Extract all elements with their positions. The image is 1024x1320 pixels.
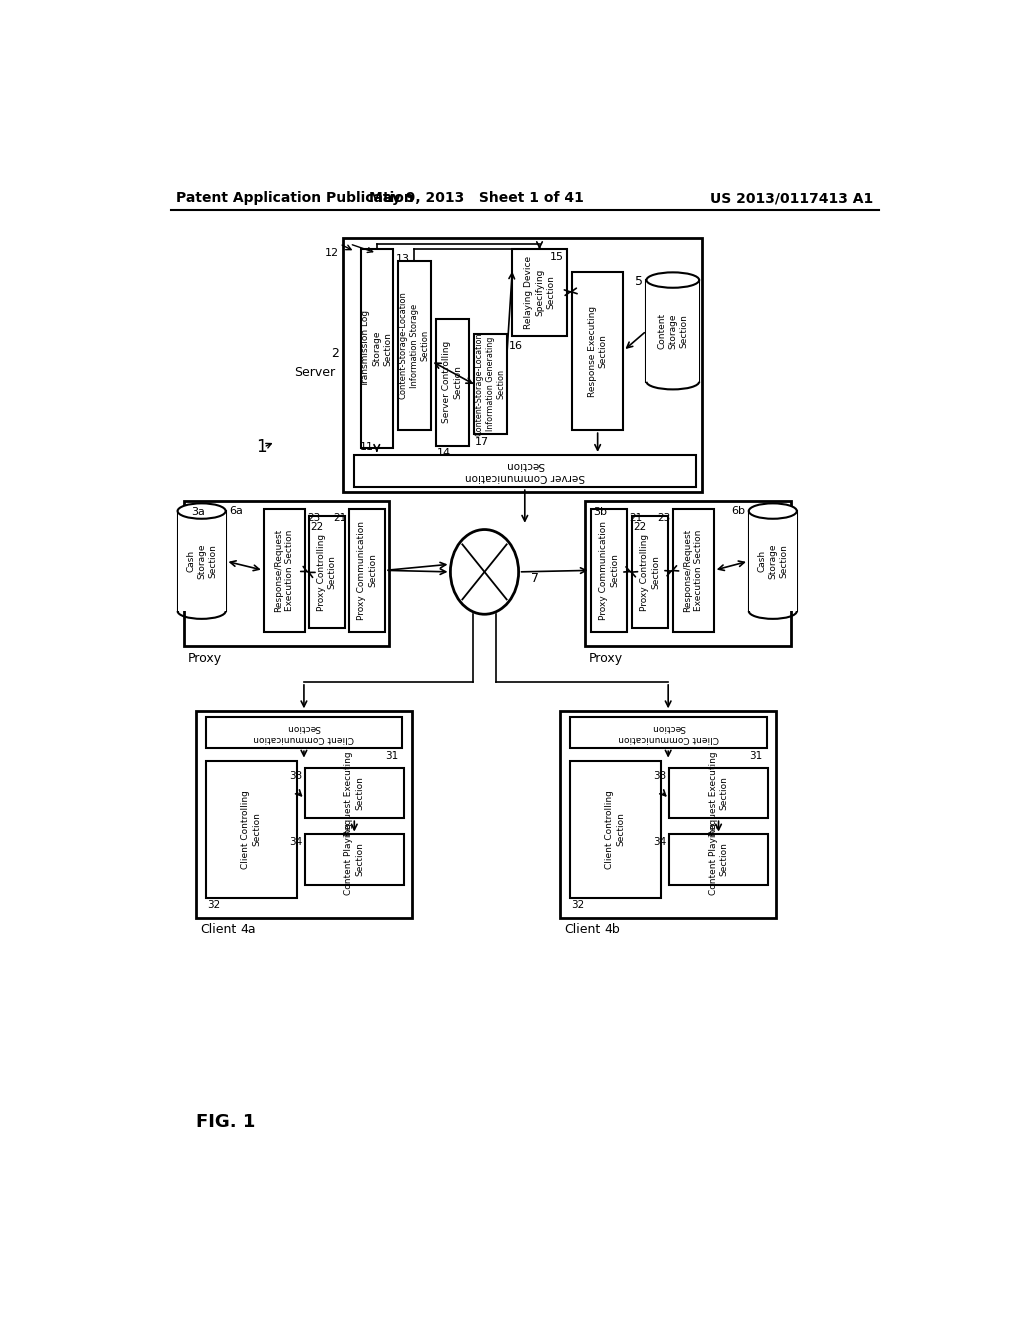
Text: Server Controlling
Section: Server Controlling Section xyxy=(442,341,463,424)
Text: 7: 7 xyxy=(531,572,539,585)
Text: Response Executing
Section: Response Executing Section xyxy=(588,306,607,397)
Bar xyxy=(569,760,662,898)
Text: Response/Request
Execution Section: Response/Request Execution Section xyxy=(274,529,294,612)
Ellipse shape xyxy=(646,272,699,288)
Text: Patent Application Publication: Patent Application Publication xyxy=(176,191,414,206)
Bar xyxy=(435,318,469,446)
Text: Request Executing
Section: Request Executing Section xyxy=(344,751,365,836)
Bar xyxy=(586,502,791,645)
Text: 22: 22 xyxy=(310,523,324,532)
Bar xyxy=(669,768,768,818)
Text: 2: 2 xyxy=(331,347,339,360)
Bar xyxy=(749,511,797,611)
Ellipse shape xyxy=(749,503,797,519)
Text: Content-Storage-Location
Information Storage
Section: Content-Storage-Location Information Sto… xyxy=(398,292,430,400)
Text: 34: 34 xyxy=(653,837,667,847)
Text: 5: 5 xyxy=(635,275,643,288)
Text: 1: 1 xyxy=(256,438,266,457)
Text: 14: 14 xyxy=(437,449,452,458)
Bar xyxy=(349,508,385,632)
Text: 4a: 4a xyxy=(241,924,256,936)
Text: Proxy: Proxy xyxy=(187,652,222,665)
Text: May 9, 2013   Sheet 1 of 41: May 9, 2013 Sheet 1 of 41 xyxy=(370,191,584,206)
Text: 21: 21 xyxy=(333,513,346,523)
Text: 33: 33 xyxy=(289,771,302,781)
Text: Content Playing
Section: Content Playing Section xyxy=(709,824,729,895)
Bar xyxy=(305,834,403,884)
Text: 4b: 4b xyxy=(604,924,621,936)
Bar xyxy=(343,238,701,492)
Text: 21: 21 xyxy=(630,513,643,523)
Bar xyxy=(360,249,393,447)
Ellipse shape xyxy=(451,529,518,614)
Text: Content-Storage-Location
Information Generating
Section: Content-Storage-Location Information Gen… xyxy=(475,333,506,436)
Text: Client Communication
Section: Client Communication Section xyxy=(254,723,354,743)
Text: Cash
Storage
Section: Cash Storage Section xyxy=(186,544,217,579)
Text: 17: 17 xyxy=(475,437,489,446)
Bar xyxy=(206,760,297,898)
Text: Proxy: Proxy xyxy=(589,652,624,665)
Text: Content Playing
Section: Content Playing Section xyxy=(344,824,365,895)
Bar xyxy=(669,834,768,884)
Bar xyxy=(646,280,699,381)
Text: 31: 31 xyxy=(750,751,763,760)
Bar xyxy=(206,718,402,748)
Text: Client Controlling
Section: Client Controlling Section xyxy=(605,789,626,869)
Ellipse shape xyxy=(177,503,225,519)
Text: Proxy Controlling
Section: Proxy Controlling Section xyxy=(316,533,337,611)
Bar xyxy=(572,272,624,430)
Bar xyxy=(474,334,507,434)
Bar xyxy=(305,768,403,818)
Text: Proxy Communication
Section: Proxy Communication Section xyxy=(357,521,377,620)
Text: 34: 34 xyxy=(289,837,302,847)
Text: Server: Server xyxy=(295,366,336,379)
Text: 3b: 3b xyxy=(593,507,607,517)
Text: Relaying Device
Specifying
Section: Relaying Device Specifying Section xyxy=(524,256,555,329)
Bar xyxy=(560,711,776,917)
Bar xyxy=(397,261,431,430)
Bar xyxy=(177,511,225,611)
Text: 33: 33 xyxy=(653,771,667,781)
Text: 22: 22 xyxy=(633,523,646,532)
Bar xyxy=(673,508,714,632)
Text: 23: 23 xyxy=(657,513,671,523)
Bar xyxy=(353,455,696,487)
Text: 31: 31 xyxy=(385,751,398,760)
Text: 16: 16 xyxy=(509,341,522,351)
Bar xyxy=(591,508,627,632)
Text: Server Communication
Section: Server Communication Section xyxy=(465,459,585,482)
Bar xyxy=(263,508,305,632)
Bar xyxy=(632,516,669,628)
Text: Proxy Controlling
Section: Proxy Controlling Section xyxy=(640,533,660,611)
Text: Transmission Log
Storage
Section: Transmission Log Storage Section xyxy=(361,310,392,387)
Text: Response/Request
Execution Section: Response/Request Execution Section xyxy=(683,529,703,612)
Text: 6b: 6b xyxy=(732,506,745,516)
Text: 32: 32 xyxy=(207,900,220,911)
Text: 6a: 6a xyxy=(228,506,243,516)
Bar xyxy=(512,249,566,335)
Text: 13: 13 xyxy=(395,253,410,264)
Text: Proxy Communication
Section: Proxy Communication Section xyxy=(599,521,618,620)
Text: Client: Client xyxy=(564,924,600,936)
Text: 12: 12 xyxy=(325,248,339,259)
Text: 3a: 3a xyxy=(191,507,206,517)
Text: 15: 15 xyxy=(550,252,564,261)
Text: 23: 23 xyxy=(307,513,321,523)
Text: 11: 11 xyxy=(359,442,374,453)
Text: 32: 32 xyxy=(571,900,585,911)
Bar xyxy=(183,502,389,645)
Text: FIG. 1: FIG. 1 xyxy=(197,1114,256,1131)
Text: US 2013/0117413 A1: US 2013/0117413 A1 xyxy=(711,191,873,206)
Text: Client Controlling
Section: Client Controlling Section xyxy=(242,789,261,869)
Text: Client: Client xyxy=(200,924,237,936)
Bar xyxy=(197,711,412,917)
Text: Request Executing
Section: Request Executing Section xyxy=(709,751,729,836)
Text: Client Communication
Section: Client Communication Section xyxy=(617,723,719,743)
Bar xyxy=(308,516,345,628)
Bar xyxy=(569,718,767,748)
Text: Cash
Storage
Section: Cash Storage Section xyxy=(757,544,788,579)
Text: Content
Storage
Section: Content Storage Section xyxy=(657,313,688,348)
